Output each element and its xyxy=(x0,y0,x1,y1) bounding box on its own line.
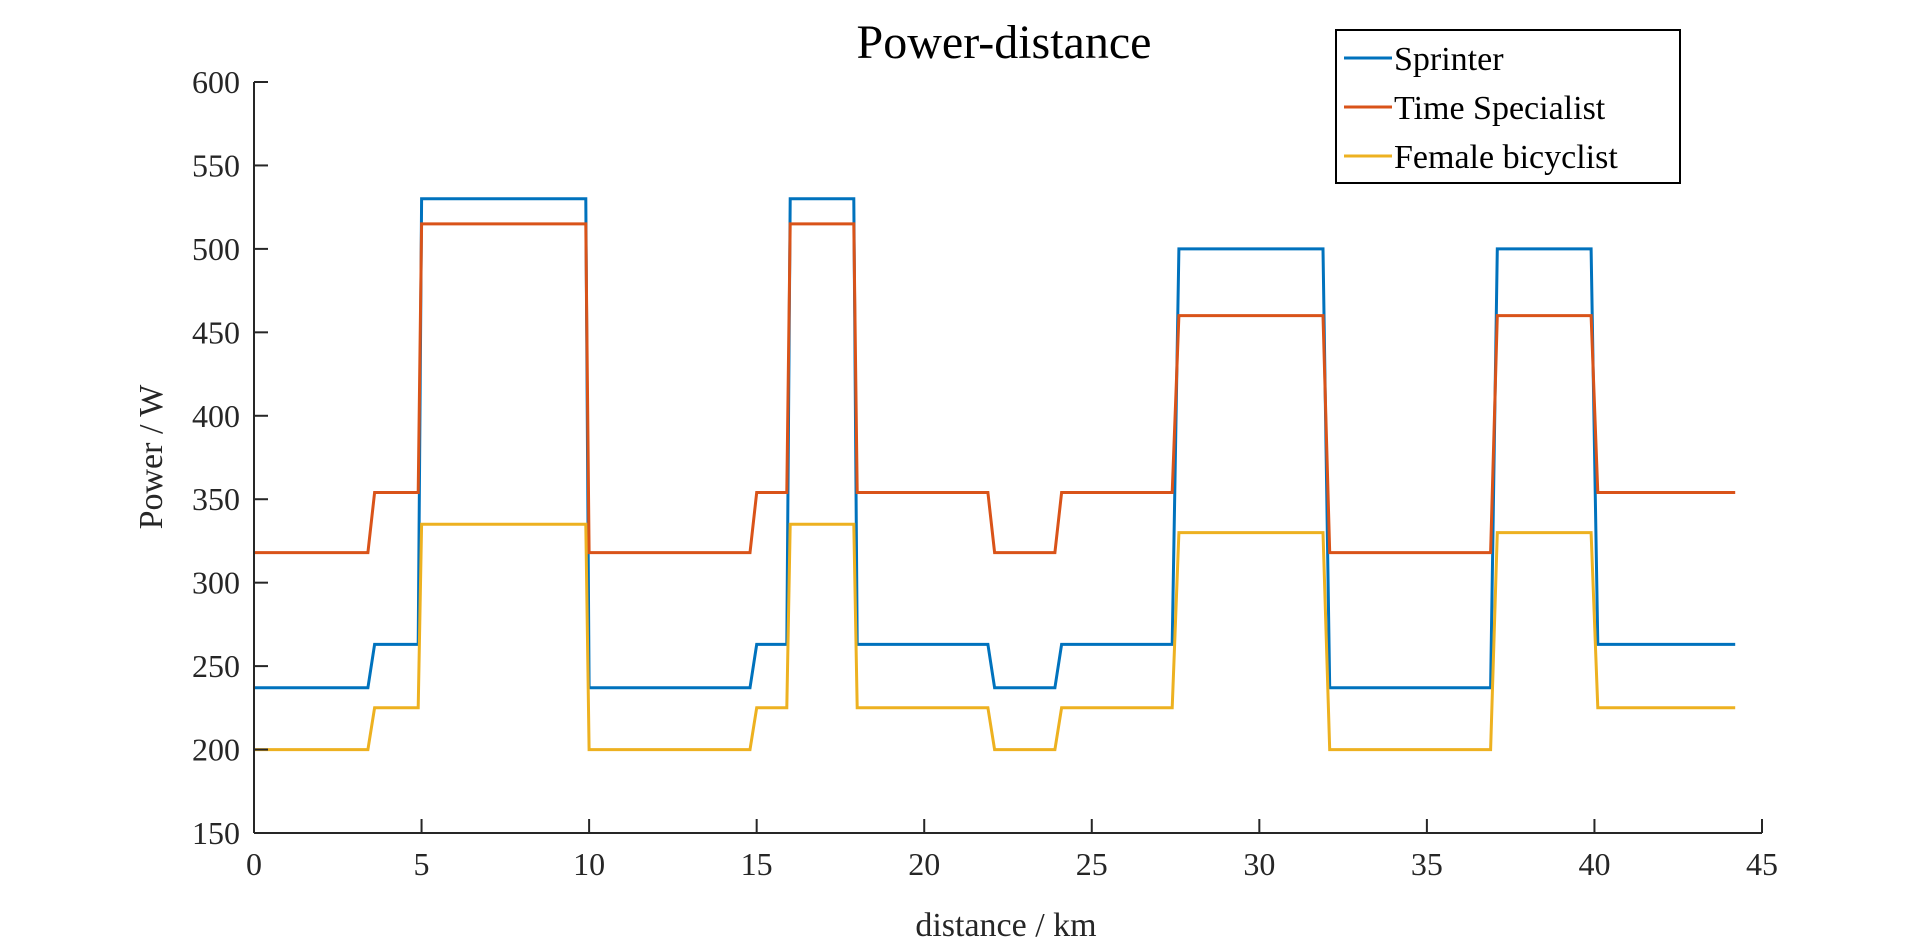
y-tick-label: 550 xyxy=(192,147,240,183)
series-line-sprinter xyxy=(254,197,1736,690)
y-tick-label: 600 xyxy=(192,64,240,100)
x-axis-label: distance / km xyxy=(915,907,1096,937)
y-tick-label: 500 xyxy=(192,231,240,267)
legend-label: Sprinter xyxy=(1394,41,1504,78)
y-tick-label: 450 xyxy=(192,314,240,350)
y-tick-label: 150 xyxy=(192,815,240,851)
x-tick-label: 0 xyxy=(246,846,262,882)
legend-box xyxy=(1335,29,1681,184)
y-axis-label: Power / W xyxy=(133,384,170,530)
x-ticks: 0 5 10 15 20 25 30 35 40 45 xyxy=(246,819,1778,882)
x-tick-label: 25 xyxy=(1076,846,1108,882)
x-tick-label: 35 xyxy=(1411,846,1443,882)
x-tick-label: 20 xyxy=(908,846,940,882)
legend-label: Time Specialist xyxy=(1394,90,1606,127)
y-ticks: 150 200 250 300 350 400 450 500 550 600 xyxy=(192,64,268,851)
x-tick-label: 10 xyxy=(573,846,605,882)
y-tick-label: 250 xyxy=(192,648,240,684)
x-tick-label: 40 xyxy=(1578,846,1610,882)
series-line-time-specialist xyxy=(254,222,1736,555)
y-tick-label: 200 xyxy=(192,732,240,768)
x-tick-label: 30 xyxy=(1243,846,1275,882)
series-line-female-bicyclist xyxy=(254,522,1736,752)
series-layer xyxy=(254,197,1736,752)
axes-layer xyxy=(253,82,1762,834)
chart-title: Power-distance xyxy=(857,16,1152,69)
legend-items: Sprinter Time Specialist Female bicyclist xyxy=(1344,41,1618,176)
legend: Sprinter Time Specialist Female bicyclist xyxy=(1335,29,1681,184)
y-tick-label: 300 xyxy=(192,565,240,601)
y-tick-label: 350 xyxy=(192,481,240,517)
x-tick-label: 15 xyxy=(741,846,773,882)
y-tick-label: 400 xyxy=(192,398,240,434)
x-tick-label: 45 xyxy=(1746,846,1778,882)
x-tick-label: 5 xyxy=(414,846,430,882)
legend-label: Female bicyclist xyxy=(1394,139,1618,176)
